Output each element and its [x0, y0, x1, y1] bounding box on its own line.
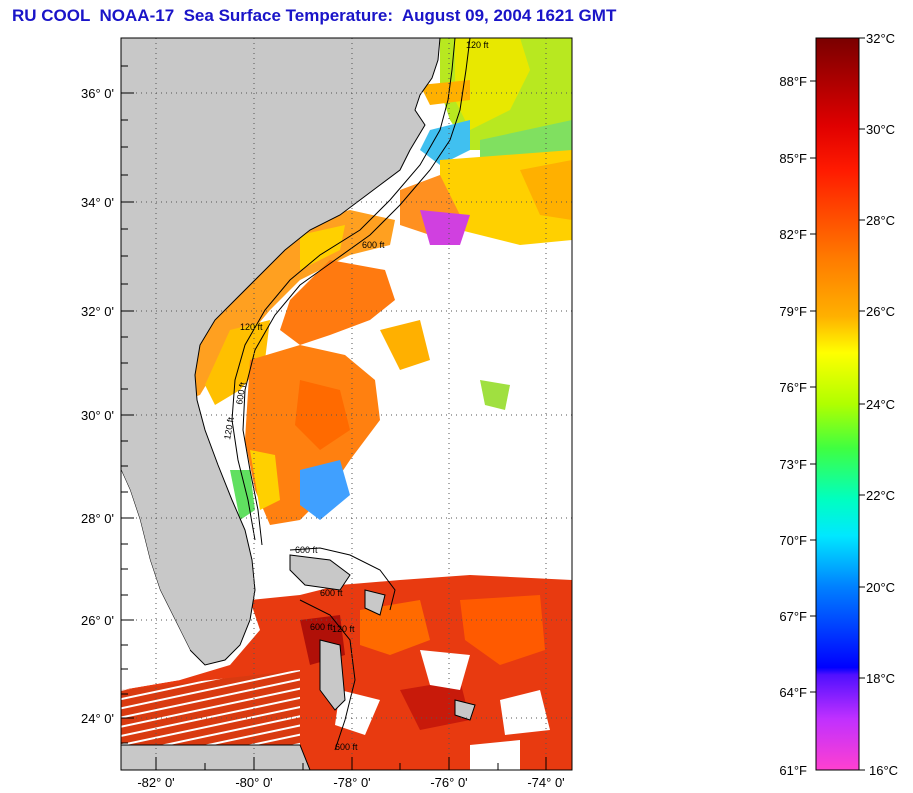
colorbar-f-label-61: 61°F — [779, 763, 807, 778]
colorbar-c-label-22: 22°C — [866, 488, 895, 503]
colorbar-c-label-26: 26°C — [866, 304, 895, 319]
colorbar-c-ticks — [859, 37, 865, 771]
colorbar: 88°F 85°F 82°F 79°F 76°F 73°F 70°F 67°F … — [779, 31, 898, 778]
colorbar-f-label-73: 73°F — [779, 457, 807, 472]
colorbar-c-label-32: 32°C — [866, 31, 895, 46]
land-cuba — [121, 744, 311, 770]
lon-label-76: -76° 0' — [430, 775, 467, 790]
lat-label-30: 30° 0' — [81, 408, 114, 423]
colorbar-f-ticks — [810, 80, 816, 693]
colorbar-f-label-64: 64°F — [779, 685, 807, 700]
bahamas-islands — [289, 554, 476, 721]
graticule — [121, 38, 572, 770]
lat-label-36: 36° 0' — [81, 86, 114, 101]
colorbar-c-label-30: 30°C — [866, 122, 895, 137]
lon-label-80: -80° 0' — [235, 775, 272, 790]
contour-label-10: 600 ft — [335, 742, 358, 752]
lon-label-78: -78° 0' — [333, 775, 370, 790]
sst-data-layer — [121, 38, 572, 770]
colorbar-c-label-16: 16°C — [869, 763, 898, 778]
colorbar-gradient — [815, 37, 860, 771]
lat-ticks — [121, 65, 134, 744]
contour-label-6: 600 ft — [295, 545, 318, 555]
lat-label-24: 24° 0' — [81, 711, 114, 726]
contour-label-9: 120 ft — [332, 624, 355, 634]
colorbar-f-label-88: 88°F — [779, 74, 807, 89]
contour-label-3: 120 ft — [240, 322, 263, 332]
colorbar-c-label-18: 18°C — [866, 671, 895, 686]
lat-label-34: 34° 0' — [81, 195, 114, 210]
map-frame — [120, 37, 573, 771]
colorbar-f-label-85: 85°F — [779, 151, 807, 166]
contour-label-4: 600 ft — [234, 381, 248, 405]
colorbar-f-label-67: 67°F — [779, 609, 807, 624]
colorbar-f-label-76: 76°F — [779, 380, 807, 395]
colorbar-f-label-70: 70°F — [779, 533, 807, 548]
lat-label-32: 32° 0' — [81, 304, 114, 319]
colorbar-f-label-82: 82°F — [779, 227, 807, 242]
colorbar-f-label-79: 79°F — [779, 304, 807, 319]
colorbar-c-label-24: 24°C — [866, 397, 895, 412]
contour-label-7: 600 ft — [320, 588, 343, 598]
lon-label-74: -74° 0' — [527, 775, 564, 790]
lat-label-26: 26° 0' — [81, 613, 114, 628]
colorbar-c-label-20: 20°C — [866, 580, 895, 595]
lat-label-28: 28° 0' — [81, 511, 114, 526]
bathymetry-contours — [231, 38, 471, 751]
lon-label-82: -82° 0' — [137, 775, 174, 790]
lon-ticks — [155, 757, 547, 770]
map-content: 120 ft 600 ft 120 ft 600 ft 120 ft 600 f… — [121, 38, 572, 770]
map-title: RU COOL NOAA-17 Sea Surface Temperature:… — [12, 6, 617, 25]
contour-label-2: 600 ft — [362, 240, 385, 250]
contour-label-5: 120 ft — [222, 416, 236, 440]
contour-label-1: 120 ft — [466, 40, 489, 50]
contour-label-8: 600 ft — [310, 622, 333, 632]
colorbar-c-label-28: 28°C — [866, 213, 895, 228]
